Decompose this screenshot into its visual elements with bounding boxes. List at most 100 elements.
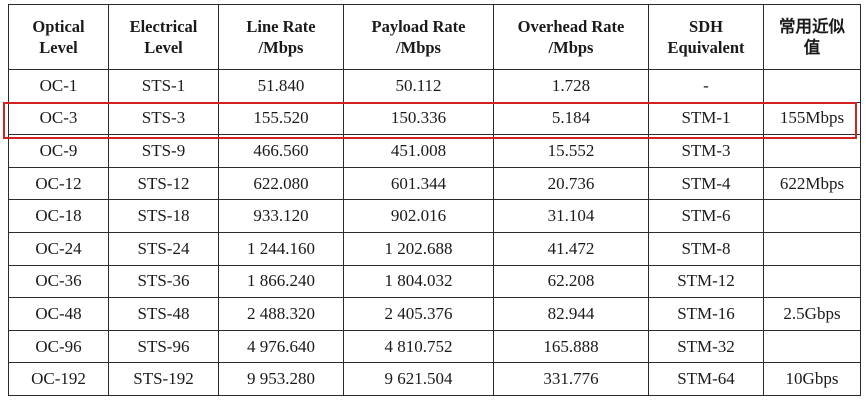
line-rate-cell: 155.520 [218,101,344,136]
overhead-rate-cell: 15.552 [493,134,649,168]
overhead-rate-cell: 82.944 [493,297,649,331]
optical-level-cell: OC-192 [8,362,109,396]
table-row: OC-48 STS-48 2 488.320 2 405.376 82.944 STM-1… [8,297,861,331]
line-rate-cell: 9 953.280 [218,362,344,396]
table-row: OC-1 STS-1 51.840 50.112 1.728- [8,69,861,103]
overhead-rate-cell: 331.776 [493,362,649,396]
payload-rate-cell: 9 621.504 [343,362,494,396]
table-row: OC-18 STS-18 933.120 902.016 31.104 STM-6 [8,199,861,233]
line-rate-header-line-2: /Mbps [258,38,304,57]
approx-value-cell [763,231,861,266]
approx-value-header-line-1: 常用近似 [779,17,845,36]
approx-value-cell: 155Mbps [763,101,861,136]
electrical-level-header-line-2: Level [144,38,183,57]
electrical-level-cell: STS-9 [108,134,219,168]
sdh-equivalent-cell: STM-32 [648,329,764,364]
overhead-rate-cell: 62.208 [493,264,649,299]
overhead-rate-cell: 41.472 [493,231,649,266]
approx-value-cell [763,69,861,103]
line-rate-cell: 466.560 [218,134,344,168]
electrical-level-cell: STS-1 [108,69,219,103]
payload-rate-cell: 2 405.376 [343,297,494,331]
approx-value-cell [763,199,861,233]
overhead-rate-header-line-2: /Mbps [548,38,594,57]
table-row: OC-36 STS-36 1 866.240 1 804.032 62.208 STM-1… [8,264,861,299]
optical-level-cell: OC-12 [8,166,109,201]
sonet-rate-table: Optical Level Electrical Level Line Rate/Mbp… [8,4,861,396]
payload-rate-cell: 902.016 [343,199,494,233]
sdh-equivalent-cell: STM-6 [648,199,764,233]
electrical-level-header-line-1: Electrical [129,17,198,36]
table-header-row: Optical Level Electrical Level Line Rate/Mbp… [8,4,861,70]
line-rate-cell: 1 866.240 [218,264,344,299]
table-row: OC-3 STS-3 155.520 150.336 5.184 STM-1 155Mbps [8,101,861,136]
approx-value-header: 常用近似值 [763,4,861,70]
payload-rate-cell: 601.344 [343,166,494,201]
electrical-level-cell: STS-18 [108,199,219,233]
sdh-equivalent-cell: STM-1 [648,101,764,136]
sdh-equivalent-cell: STM-16 [648,297,764,331]
approx-value-cell: 2.5Gbps [763,297,861,331]
optical-level-cell: OC-24 [8,231,109,266]
overhead-rate-cell: 20.736 [493,166,649,201]
approx-value-cell [763,264,861,299]
optical-level-cell: OC-3 [8,101,109,136]
optical-level-cell: OC-96 [8,329,109,364]
electrical-level-cell: STS-24 [108,231,219,266]
overhead-rate-cell: 5.184 [493,101,649,136]
sdh-equivalent-cell: STM-3 [648,134,764,168]
table-row: OC-12 STS-12 622.080 601.344 20.736 STM-4 622M… [8,166,861,201]
electrical-level-cell: STS-48 [108,297,219,331]
line-rate-cell: 4 976.640 [218,329,344,364]
sdh-equivalent-cell: STM-12 [648,264,764,299]
sdh-equivalent-cell: STM-8 [648,231,764,266]
table-row: OC-96 STS-96 4 976.640 4 810.752 165.888 STM-… [8,329,861,364]
sdh-equivalent-header-line-2: Equivalent [667,38,745,57]
line-rate-header: Line Rate/Mbps [218,4,344,70]
electrical-level-header: Electrical Level [108,4,219,70]
line-rate-cell: 2 488.320 [218,297,344,331]
optical-level-cell: OC-18 [8,199,109,233]
payload-rate-header: Payload Rate/Mbps [343,4,494,70]
electrical-level-cell: STS-192 [108,362,219,396]
sdh-equivalent-cell: STM-64 [648,362,764,396]
payload-rate-header-line-1: Payload Rate [371,17,466,36]
electrical-level-cell: STS-96 [108,329,219,364]
optical-level-header-line-2: Level [39,38,78,57]
line-rate-cell: 51.840 [218,69,344,103]
sdh-equivalent-cell: STM-4 [648,166,764,201]
overhead-rate-header-line-1: Overhead Rate [517,17,625,36]
overhead-rate-header: Overhead Rate/Mbps [493,4,649,70]
optical-level-header: Optical Level [8,4,109,70]
payload-rate-cell: 150.336 [343,101,494,136]
line-rate-cell: 933.120 [218,199,344,233]
approx-value-header-line-2: 值 [803,38,821,57]
approx-value-cell: 622Mbps [763,166,861,201]
payload-rate-header-line-2: /Mbps [396,38,441,57]
payload-rate-cell: 50.112 [343,69,494,103]
electrical-level-cell: STS-3 [108,101,219,136]
overhead-rate-cell: 1.728 [493,69,649,103]
payload-rate-cell: 1 804.032 [343,264,494,299]
table-row: OC-192 STS-192 9 953.280 9 621.504 331.776 ST… [8,362,861,396]
overhead-rate-cell: 31.104 [493,199,649,233]
sdh-equivalent-header: SDH Equivalent [648,4,764,70]
table-row: OC-24 STS-24 1 244.160 1 202.688 41.472 STM-8 [8,231,861,266]
approx-value-cell [763,329,861,364]
optical-level-cell: OC-48 [8,297,109,331]
approx-value-cell [763,134,861,168]
payload-rate-cell: 4 810.752 [343,329,494,364]
electrical-level-cell: STS-12 [108,166,219,201]
electrical-level-cell: STS-36 [108,264,219,299]
payload-rate-cell: 451.008 [343,134,494,168]
optical-level-cell: OC-9 [8,134,109,168]
optical-level-header-line-1: Optical [32,17,85,36]
line-rate-cell: 1 244.160 [218,231,344,266]
line-rate-cell: 622.080 [218,166,344,201]
table-body: OC-1 STS-1 51.840 50.112 1.728- OC-3 STS-3 155.… [8,69,861,396]
approx-value-cell: 10Gbps [763,362,861,396]
optical-level-cell: OC-1 [8,69,109,103]
optical-level-cell: OC-36 [8,264,109,299]
overhead-rate-cell: 165.888 [493,329,649,364]
